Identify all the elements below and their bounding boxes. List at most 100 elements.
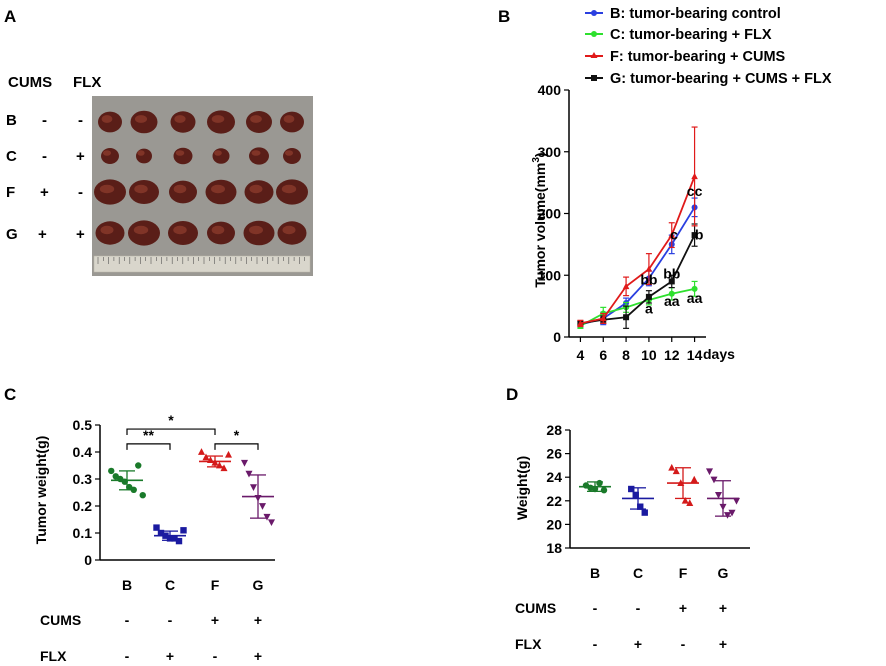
y-axis-label: Weight(g) <box>514 456 530 520</box>
panel-a-row-flx: - <box>78 184 83 201</box>
ruler-ticks <box>97 257 306 264</box>
tumor-blob <box>212 148 230 164</box>
treatment-label-cums: CUMS <box>40 612 81 628</box>
panel-b-line-chart: B: tumor-bearing control C: tumor-bearin… <box>531 6 832 363</box>
y-tick-label: 26 <box>546 446 562 462</box>
tumor-highlight <box>281 184 297 194</box>
series-line-f <box>580 176 696 325</box>
tumor-blob <box>173 147 193 165</box>
significance-annotation: bb <box>663 265 680 281</box>
data-point <box>641 509 648 516</box>
y-tick-label: 0.5 <box>73 417 93 433</box>
significance-bracket <box>126 428 216 436</box>
data-point <box>224 450 233 458</box>
x-category-label: C <box>165 577 175 593</box>
panel-label-a: A <box>4 7 16 26</box>
y-tick-label: 0 <box>553 329 561 345</box>
tumor-blob <box>249 147 269 165</box>
data-point <box>267 519 276 527</box>
legend-label-f: F: tumor-bearing + CUMS <box>610 49 786 65</box>
tumor-highlight <box>211 225 225 235</box>
tumor-highlight <box>282 225 296 235</box>
y-tick-label: 400 <box>538 82 562 98</box>
data-point <box>668 463 676 471</box>
tumor-highlight <box>100 225 114 235</box>
data-point-c <box>668 290 675 297</box>
treatment-label-cums: CUMS <box>515 600 556 616</box>
treatment-label-flx: FLX <box>515 636 542 652</box>
x-category-label: G <box>253 577 264 593</box>
legend-marker-c <box>591 31 597 37</box>
tumor-highlight <box>249 184 263 194</box>
significance-annotation: a <box>645 301 653 317</box>
data-point-f <box>691 172 698 180</box>
data-point <box>600 486 608 494</box>
x-category-label: C <box>633 565 643 581</box>
x-tick-label: 6 <box>599 347 607 363</box>
significance-annotation: cc <box>687 183 703 199</box>
y-tick-label: 22 <box>546 493 562 509</box>
y-tick-label: 0.2 <box>73 498 93 514</box>
panel-a-row-label: G <box>6 226 18 243</box>
y-tick-label: 20 <box>546 516 562 532</box>
significance-marker: * <box>168 412 174 428</box>
data-point <box>714 492 723 499</box>
y-tick-label: 0.1 <box>73 525 93 541</box>
data-point-f <box>668 231 676 238</box>
panel-label-c: C <box>4 385 16 404</box>
data-point <box>220 464 228 472</box>
tumor-blob <box>101 148 119 164</box>
data-point <box>258 503 267 510</box>
data-point <box>681 496 689 504</box>
data-point-g <box>645 293 652 300</box>
panel-a-header-cums: CUMS <box>8 74 52 91</box>
data-point <box>175 537 183 545</box>
tumor-highlight <box>134 184 148 194</box>
data-point <box>710 476 718 484</box>
legend-label-g: G: tumor-bearing + CUMS + FLX <box>610 71 832 87</box>
significance-annotation: b <box>695 226 704 242</box>
y-tick-label: 18 <box>546 540 562 556</box>
data-point <box>632 491 639 499</box>
tumor-highlight <box>284 150 294 156</box>
panel-a-header-flx: FLX <box>73 74 101 91</box>
legend-marker-b <box>591 10 597 16</box>
x-tick-label: 14 <box>687 347 703 363</box>
x-tick-label: 4 <box>577 347 585 363</box>
tumor-blob <box>136 148 152 164</box>
tumor-highlight <box>102 150 112 156</box>
series-line-g <box>580 234 696 325</box>
ruler <box>93 255 311 273</box>
tumor-highlight <box>134 115 148 123</box>
x-axis-label: days <box>703 346 735 362</box>
panel-d-scatter: Weight(g) CUMS FLX 18 20 22 24 26 28 B C F G - - - + +… <box>514 422 750 652</box>
significance-annotation: aa <box>687 290 703 306</box>
data-point <box>139 492 146 499</box>
y-tick-label: 0.4 <box>73 444 93 460</box>
y-tick-label: 200 <box>538 206 562 222</box>
x-tick-label: 10 <box>641 347 657 363</box>
significance-bracket <box>214 443 259 450</box>
data-point-f <box>599 314 607 322</box>
treatment-flx-sign: - <box>681 636 686 652</box>
series-line-c <box>579 287 695 327</box>
data-point <box>705 468 714 476</box>
panel-c-scatter: Tumor weight(g) CUMS FLX 0 0.1 0.2 0.3 0.4 0.… <box>33 412 276 664</box>
x-category-label: F <box>679 565 688 581</box>
legend: B: tumor-bearing control C: tumor-bearin… <box>585 6 832 87</box>
data-point <box>202 453 210 461</box>
tumor-highlight <box>173 184 187 194</box>
panel-a-row-cums: + <box>38 226 47 243</box>
y-tick-label: 24 <box>546 469 562 485</box>
y-tick-label: 100 <box>538 267 562 283</box>
treatment-flx-sign: - <box>125 648 130 664</box>
significance-bracket <box>126 443 171 450</box>
data-point-f <box>577 319 584 327</box>
data-point <box>108 467 115 475</box>
tumor-highlight <box>211 115 225 123</box>
treatment-flx-sign: + <box>719 636 727 652</box>
treatment-flx-sign: + <box>254 648 262 664</box>
data-point <box>240 459 249 467</box>
data-point-f <box>622 282 630 290</box>
panel-a-row-flx: + <box>76 148 85 165</box>
